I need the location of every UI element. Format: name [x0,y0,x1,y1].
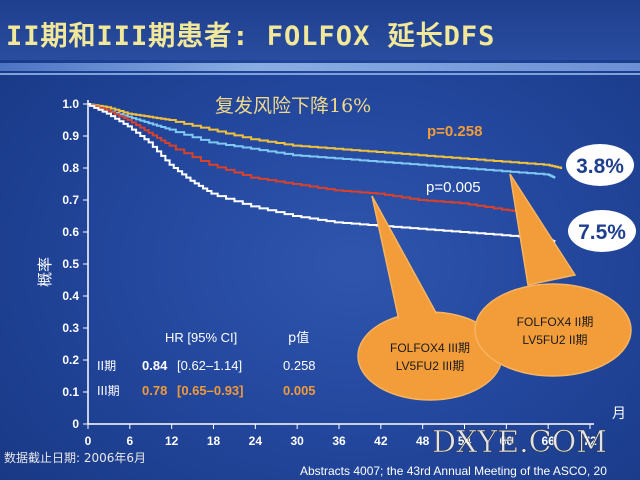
watermark: DXYE.COM [432,425,607,460]
badge-iii-text: 7.5% [578,221,626,244]
table-row-hr: 0.84 [142,358,168,373]
km-curves [88,103,563,243]
x-tick-label: 36 [332,434,346,448]
callouts: FOLFOX4 III期 LV5FU2 III期 FOLFOX4 II期 LV5FU2… [357,173,632,401]
km-curve-2 [88,103,556,179]
y-tick-label: 0.2 [62,353,79,367]
cutoff-note: 数据截止日期: 2006年6月 [4,450,146,465]
table-row-hr: 0.78 [142,383,167,398]
callout-iii-tail [371,195,442,326]
x-tick-label: 72 [583,434,597,448]
badge-iii [568,210,636,252]
x-tick-label: 66 [541,434,555,448]
callout-ii-line1: FOLFOX4 II期 [517,315,594,329]
decorative-stripe [0,63,640,71]
table-header-hr: HR [95% CI] [165,330,237,345]
x-tick-label: 42 [374,434,388,448]
x-tick-label: 54 [458,434,472,448]
slide-title: II期和III期患者: FOLFOX 延长DFS [6,21,496,52]
x-tick-label: 18 [207,434,221,448]
y-tick-label: 1.0 [62,97,79,111]
source-note: Abstracts 4007; the 43rd Annual Meeting … [300,464,607,478]
table-row-ci: [0.62–1.14] [177,358,242,373]
badge-ii-text: 3.8% [576,155,624,178]
y-tick-label: 0 [72,417,79,431]
p-value-iii: p=0.005 [426,179,481,196]
x-tick-label: 24 [249,434,263,448]
y-tick-label: 0.5 [62,257,79,271]
title-bar [0,0,640,60]
table-row-p: 0.258 [283,358,316,373]
decorative-stripe-thin [0,73,640,75]
y-tick-label: 0.4 [62,289,79,303]
p-value-ii: p=0.258 [427,123,482,140]
y-tick-label: 0.8 [62,161,79,175]
table-row-label: III期 [97,384,120,398]
x-tick-label: 60 [500,434,514,448]
km-curve-1 [88,103,563,169]
x-tick-label: 0 [85,434,92,448]
callout-iii-fill [362,314,502,398]
x-tick-label: 30 [290,434,304,448]
badge-ii [566,144,634,186]
chart-subtitle: 复发风险下降16% [215,95,371,117]
y-axis-label: 概率 [36,257,54,287]
x-tick-label: 6 [126,434,133,448]
x-ticks: 0 6 12 18 24 30 36 42 48 54 60 66 72 [85,424,597,448]
callout-iii-line1: FOLFOX4 III期 [390,341,470,355]
x-axis-label: 月 [612,406,626,422]
y-tick-label: 0.1 [62,385,79,399]
km-curve-4 [88,103,556,243]
y-ticks: 0 0.1 0.2 0.3 0.4 0.5 0.6 0.7 0.8 0.9 1.0 [62,97,88,431]
y-tick-label: 0.6 [62,225,79,239]
x-tick-label: 12 [165,434,179,448]
y-tick-label: 0.7 [62,193,79,207]
table-header-p: p值 [288,330,309,346]
y-tick-label: 0.9 [62,129,79,143]
table-row-label: II期 [97,359,116,373]
x-tick-label: 48 [416,434,430,448]
chart-axes [87,100,594,425]
chart-labels: 复发风险下降16% p=0.258 p=0.005 3.8% 7.5% 概率月 HR [95… [4,95,636,478]
table-row-p: 0.005 [283,383,316,398]
callout-ii-fill [477,286,629,374]
callout-ii-line2: LV5FU2 II期 [522,333,587,347]
table-row-ci: [0.65–0.93] [177,383,244,398]
callout-ii-tail [509,173,577,286]
callout-iii-line2: LV5FU2 III期 [396,359,464,373]
y-tick-label: 0.3 [62,321,79,335]
km-curve-3 [88,103,528,214]
